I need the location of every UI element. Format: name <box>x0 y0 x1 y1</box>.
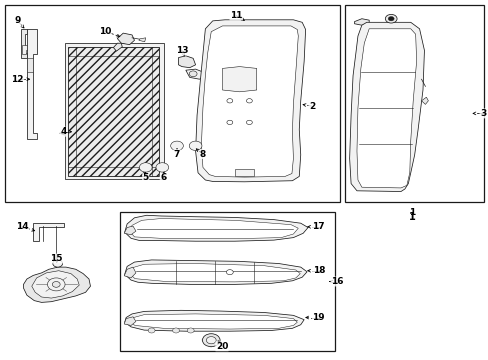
Text: 20: 20 <box>215 342 228 351</box>
Text: 2: 2 <box>308 102 314 111</box>
Circle shape <box>170 141 183 150</box>
Polygon shape <box>124 267 136 278</box>
Circle shape <box>187 328 194 333</box>
Text: 4: 4 <box>60 127 67 136</box>
Polygon shape <box>60 131 64 135</box>
Bar <box>120 212 334 351</box>
Text: 3: 3 <box>479 109 485 118</box>
Polygon shape <box>222 67 256 92</box>
Circle shape <box>226 99 232 103</box>
Bar <box>5 5 339 202</box>
Circle shape <box>246 99 252 103</box>
Text: 19: 19 <box>312 313 325 322</box>
Text: 10: 10 <box>99 27 111 36</box>
Circle shape <box>47 278 65 291</box>
Polygon shape <box>349 22 424 192</box>
Polygon shape <box>421 97 427 104</box>
Text: 17: 17 <box>312 222 325 231</box>
Polygon shape <box>27 58 33 72</box>
Polygon shape <box>33 223 63 241</box>
Circle shape <box>148 328 155 333</box>
Bar <box>344 5 483 202</box>
Circle shape <box>172 328 179 333</box>
Circle shape <box>226 270 233 275</box>
Polygon shape <box>195 20 305 182</box>
Polygon shape <box>124 310 304 331</box>
Polygon shape <box>20 29 27 58</box>
Polygon shape <box>129 219 298 239</box>
Polygon shape <box>356 29 416 188</box>
Polygon shape <box>124 226 136 235</box>
Text: 14: 14 <box>16 222 29 231</box>
Text: 8: 8 <box>200 150 205 158</box>
Text: 1: 1 <box>408 212 415 222</box>
Circle shape <box>246 120 252 125</box>
Bar <box>68 47 159 176</box>
Polygon shape <box>124 317 136 325</box>
Circle shape <box>189 141 202 150</box>
Polygon shape <box>117 33 134 45</box>
Circle shape <box>202 334 220 347</box>
Polygon shape <box>244 22 259 28</box>
Polygon shape <box>201 26 298 177</box>
Text: 5: 5 <box>142 174 148 182</box>
Circle shape <box>156 163 168 172</box>
Polygon shape <box>139 38 145 42</box>
Polygon shape <box>124 215 307 241</box>
Text: 9: 9 <box>14 16 21 25</box>
Text: 13: 13 <box>175 46 188 55</box>
Polygon shape <box>354 19 368 25</box>
Text: 11: 11 <box>229 11 242 20</box>
Text: 15: 15 <box>50 254 63 263</box>
Circle shape <box>385 14 396 23</box>
Circle shape <box>139 163 152 172</box>
Polygon shape <box>64 43 163 179</box>
Circle shape <box>387 17 393 21</box>
Text: 18: 18 <box>312 266 325 275</box>
Polygon shape <box>113 43 122 51</box>
Text: 16: 16 <box>330 277 343 286</box>
Text: 6: 6 <box>160 174 166 182</box>
Circle shape <box>53 260 62 267</box>
Polygon shape <box>234 169 254 176</box>
Polygon shape <box>178 56 195 68</box>
Text: 7: 7 <box>173 150 180 158</box>
Polygon shape <box>129 264 300 282</box>
Polygon shape <box>129 314 297 329</box>
Text: 12: 12 <box>11 75 24 84</box>
Text: 1: 1 <box>408 208 414 217</box>
Polygon shape <box>32 271 79 298</box>
Polygon shape <box>23 267 90 302</box>
Polygon shape <box>185 69 205 79</box>
Polygon shape <box>27 29 37 139</box>
Circle shape <box>52 282 60 287</box>
Circle shape <box>206 337 216 344</box>
Polygon shape <box>124 260 306 284</box>
Polygon shape <box>22 45 28 54</box>
Circle shape <box>226 120 232 125</box>
Circle shape <box>189 71 197 77</box>
